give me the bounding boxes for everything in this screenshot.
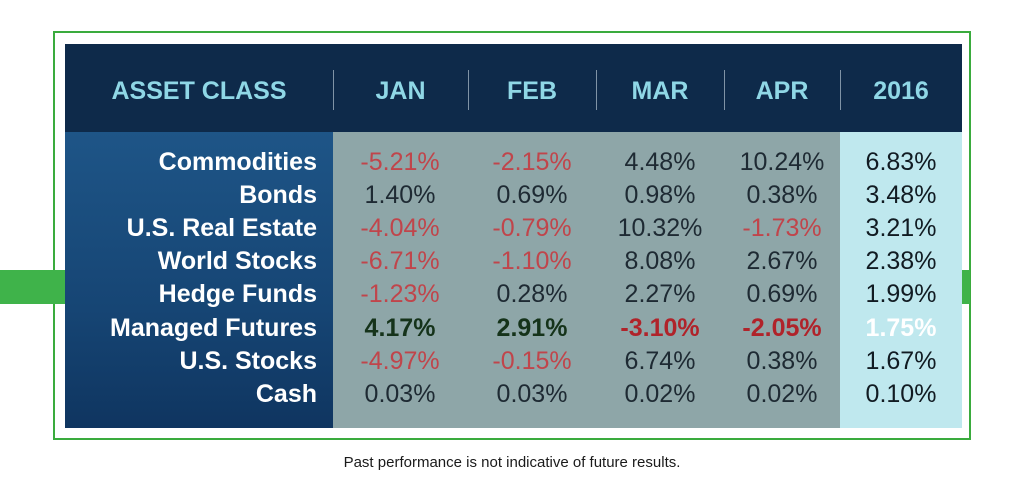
- cell-feb: 0.03%: [496, 380, 568, 408]
- cell-apr: -2.05%: [742, 314, 822, 342]
- footnote: Past performance is not indicative of fu…: [343, 454, 681, 471]
- cell-feb: 2.91%: [496, 314, 568, 342]
- cell-apr: 0.69%: [746, 280, 818, 308]
- row-label: World Stocks: [157, 247, 317, 275]
- row-label: Managed Futures: [110, 314, 317, 342]
- cell-mar: -3.10%: [620, 314, 700, 342]
- cell-jan: -4.97%: [360, 347, 440, 375]
- cell-feb: 0.69%: [496, 181, 568, 209]
- cell-feb: 0.28%: [496, 280, 568, 308]
- cell-jan: -4.04%: [360, 214, 440, 242]
- table-row: Hedge Funds -1.23% 0.28% 2.27% 0.69% 1.99%: [65, 278, 962, 311]
- cell-ytd: 1.67%: [865, 347, 937, 375]
- cell-apr: 2.67%: [746, 247, 818, 275]
- cell-mar: 6.74%: [624, 347, 696, 375]
- cell-feb: -2.15%: [492, 148, 572, 176]
- table-row: Bonds 1.40% 0.69% 0.98% 0.38% 3.48%: [65, 179, 962, 212]
- row-label: U.S. Stocks: [179, 347, 317, 375]
- cell-mar: 4.48%: [624, 148, 696, 176]
- table-row: Managed Futures 4.17% 2.91% -3.10% -2.05% 1.7…: [65, 312, 962, 345]
- header-mar: MAR: [631, 77, 689, 105]
- cell-mar: 8.08%: [624, 247, 696, 275]
- row-label: U.S. Real Estate: [126, 214, 317, 242]
- table-row: World Stocks -6.71% -1.10% 8.08% 2.67% 2.38%: [65, 245, 962, 278]
- cell-ytd: 1.99%: [865, 280, 937, 308]
- header-apr: APR: [755, 77, 809, 105]
- cell-feb: -0.79%: [492, 214, 572, 242]
- cell-mar: 0.02%: [624, 380, 696, 408]
- header-separator: [333, 70, 334, 110]
- cell-apr: 10.24%: [739, 148, 825, 176]
- asset-label-column: [65, 132, 333, 428]
- header-separator: [724, 70, 725, 110]
- cell-mar: 0.98%: [624, 181, 696, 209]
- cell-jan: -1.23%: [360, 280, 440, 308]
- row-label: Commodities: [158, 148, 317, 176]
- header-jan: JAN: [375, 77, 426, 105]
- cell-ytd: 3.48%: [865, 181, 937, 209]
- header-separator: [596, 70, 597, 110]
- performance-table: ASSET CLASS JAN FEB MAR APR 2016 Commodi…: [65, 44, 962, 428]
- ytd-returns-column: [840, 132, 962, 428]
- cell-mar: 2.27%: [624, 280, 696, 308]
- cell-jan: 1.40%: [364, 181, 436, 209]
- cell-ytd: 1.75%: [865, 314, 937, 342]
- cell-apr: -1.73%: [742, 214, 822, 242]
- cell-mar: 10.32%: [617, 214, 703, 242]
- cell-jan: -5.21%: [360, 148, 440, 176]
- cell-ytd: 3.21%: [865, 214, 937, 242]
- row-label: Bonds: [239, 181, 317, 209]
- cell-feb: -1.10%: [492, 247, 572, 275]
- outer-border: [53, 31, 971, 440]
- cell-apr: 0.02%: [746, 380, 818, 408]
- row-label: Cash: [255, 380, 317, 408]
- cell-apr: 0.38%: [746, 181, 818, 209]
- cell-jan: -6.71%: [360, 247, 440, 275]
- monthly-returns-area: [333, 132, 840, 428]
- table-row: U.S. Stocks -4.97% -0.15% 6.74% 0.38% 1.67%: [65, 345, 962, 378]
- cell-ytd: 2.38%: [865, 247, 937, 275]
- header-asset-class: ASSET CLASS: [111, 77, 287, 105]
- header-separator: [840, 70, 841, 110]
- table-row: U.S. Real Estate -4.04% -0.79% 10.32% -1.73%…: [65, 212, 962, 245]
- cell-ytd: 0.10%: [865, 380, 937, 408]
- cell-feb: -0.15%: [492, 347, 572, 375]
- cell-apr: 0.38%: [746, 347, 818, 375]
- cell-jan: 4.17%: [364, 314, 436, 342]
- table-row: Commodities -5.21% -2.15% 4.48% 10.24% 6.83%: [65, 146, 962, 179]
- header-feb: FEB: [507, 77, 557, 105]
- header-2016: 2016: [873, 77, 929, 105]
- cell-ytd: 6.83%: [865, 148, 937, 176]
- table-header: ASSET CLASS JAN FEB MAR APR 2016: [65, 44, 962, 132]
- table-row: Cash 0.03% 0.03% 0.02% 0.02% 0.10%: [65, 378, 962, 411]
- row-label: Hedge Funds: [158, 280, 317, 308]
- cell-jan: 0.03%: [364, 380, 436, 408]
- header-separator: [468, 70, 469, 110]
